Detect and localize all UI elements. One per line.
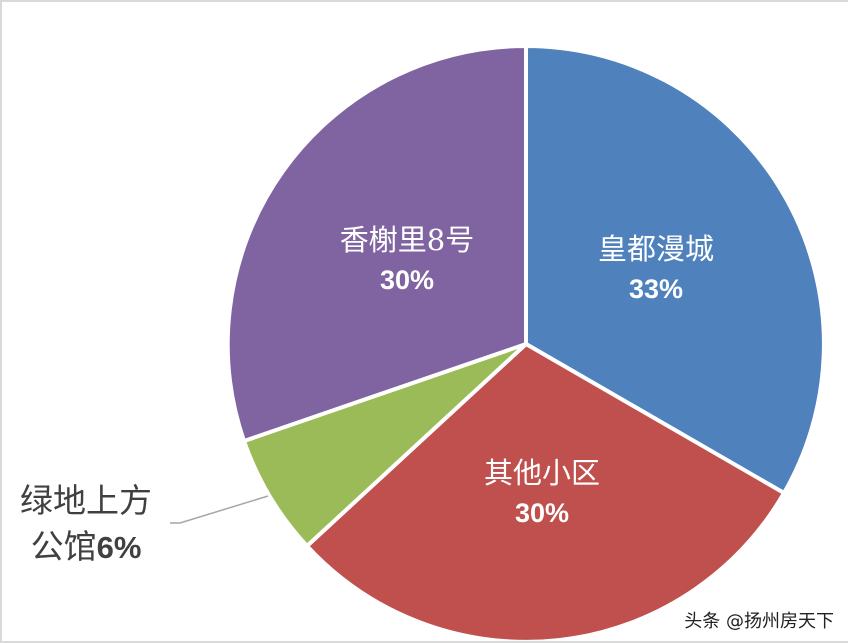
label-huangdu-name: 皇都漫城 (597, 232, 714, 266)
leader-line (170, 495, 269, 524)
label-xiangxie: 香榭里8号 30% (322, 220, 492, 300)
label-huangdu: 皇都漫城 33% (576, 229, 736, 309)
label-qita-pct: 30% (514, 498, 570, 528)
slice-huangdu (524, 44, 826, 495)
slice-qita (305, 342, 786, 641)
label-qita-name: 其他小区 (483, 456, 600, 490)
watermark: 头条 @扬州房天下 (684, 611, 834, 632)
label-lvdi-name-line2: 公馆 (30, 527, 97, 566)
label-lvdi-pct: 6% (96, 530, 142, 565)
label-xiangxie-name: 香榭里8号 (339, 223, 475, 257)
slice-lvdi (242, 342, 528, 548)
label-lvdi: 绿地上方 公馆6% (6, 478, 166, 571)
label-huangdu-pct: 33% (628, 274, 684, 304)
label-qita: 其他小区 30% (462, 453, 622, 533)
label-xiangxie-pct: 30% (379, 265, 435, 295)
slice-xiangxie (225, 44, 528, 443)
label-lvdi-name-line1: 绿地上方 (20, 481, 152, 520)
